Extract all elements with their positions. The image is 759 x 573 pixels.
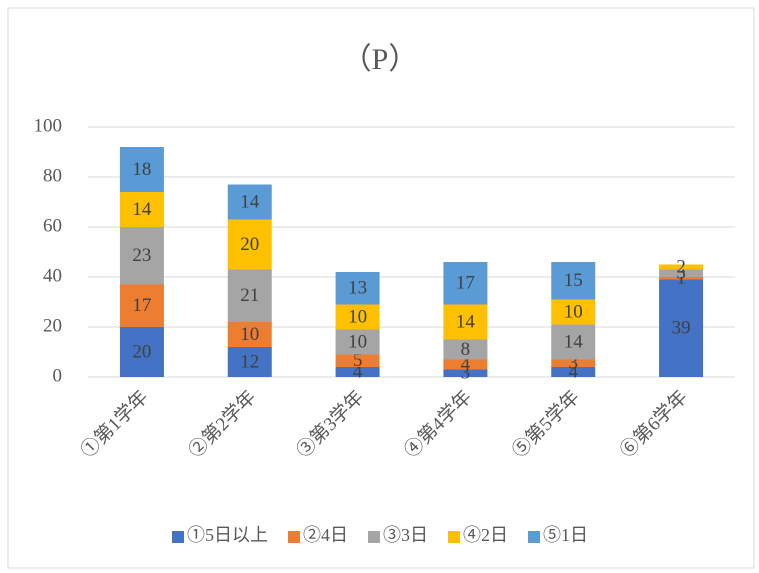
bar-segment: [119, 227, 164, 285]
data-label: 20: [132, 341, 151, 362]
bar-segment: [227, 184, 272, 220]
data-label: 18: [132, 159, 151, 180]
data-label: 10: [564, 301, 583, 322]
bar-segment: [443, 262, 488, 305]
data-label: 3: [461, 363, 471, 384]
data-label: 3: [569, 353, 579, 374]
bar-segment: [659, 279, 704, 377]
data-label: 4: [461, 354, 471, 375]
bar-segment: [119, 147, 164, 192]
bar-segment: [335, 304, 380, 330]
data-label: 15: [564, 270, 583, 291]
legend-label: ②4日: [303, 525, 348, 545]
bar-segment: [335, 367, 380, 377]
bar-segment: [659, 269, 704, 277]
data-label: 3: [676, 263, 686, 284]
bar-segment: [335, 329, 380, 355]
data-label: 14: [564, 331, 584, 352]
legend-label: ①5日以上: [187, 525, 268, 545]
data-label: 14: [132, 199, 152, 220]
y-tick-label: 80: [43, 165, 62, 186]
bar-segment: [443, 359, 488, 370]
bar-segment: [227, 269, 272, 322]
bar-segment: [443, 339, 488, 360]
bar-segment: [659, 264, 704, 270]
data-label: 12: [240, 351, 259, 372]
bar-segment: [659, 277, 704, 280]
bar-segment: [119, 284, 164, 327]
bar-segment: [443, 369, 488, 377]
bar-segment: [443, 304, 488, 340]
data-label: 10: [240, 324, 259, 345]
data-label: 4: [569, 361, 579, 382]
chart-title: （P）: [342, 43, 419, 76]
bar-segment: [335, 272, 380, 305]
data-label: 10: [348, 331, 367, 352]
legend-swatch: [288, 531, 300, 543]
legend-swatch: [528, 531, 540, 543]
legend: ①5日以上 ②4日 ③3日 ④2日 ⑤1日: [172, 525, 588, 545]
bar-segment: [227, 322, 272, 347]
y-tick-label: 60: [43, 215, 62, 236]
data-label: 39: [672, 318, 691, 339]
data-label: 14: [456, 311, 476, 332]
data-label: 2: [676, 256, 686, 277]
chart-frame: [7, 7, 755, 569]
bar-segment: [551, 299, 596, 325]
data-label: 14: [240, 191, 260, 212]
data-label: 4: [353, 361, 363, 382]
data-label: 21: [240, 285, 259, 306]
legend-label: ③3日: [383, 525, 428, 545]
bar-segment: [227, 219, 272, 270]
legend-swatch: [448, 531, 460, 543]
data-label: 10: [348, 306, 367, 327]
data-label: 20: [240, 234, 259, 255]
data-label: 23: [132, 245, 151, 266]
data-label: 17: [456, 273, 475, 294]
bar-segment: [227, 347, 272, 377]
data-label: 17: [132, 295, 151, 316]
bar-segment: [335, 354, 380, 367]
data-label: 8: [461, 339, 471, 360]
data-label: 13: [348, 278, 367, 299]
data-label: 1: [676, 268, 686, 289]
bar-segment: [551, 324, 596, 360]
bar-segment: [551, 359, 596, 367]
legend-label: ④2日: [463, 525, 508, 545]
y-tick-label: 0: [53, 365, 63, 386]
data-label: 5: [353, 350, 363, 371]
y-tick-label: 20: [43, 315, 62, 336]
legend-label: ⑤1日: [543, 525, 588, 545]
bar-segment: [551, 262, 596, 300]
bar-segment: [551, 367, 596, 377]
legend-swatch: [172, 531, 184, 543]
legend-swatch: [368, 531, 380, 543]
bar-segment: [119, 192, 164, 227]
bar-segment: [119, 327, 164, 377]
y-tick-label: 40: [43, 265, 62, 286]
y-tick-label: 100: [34, 115, 63, 136]
